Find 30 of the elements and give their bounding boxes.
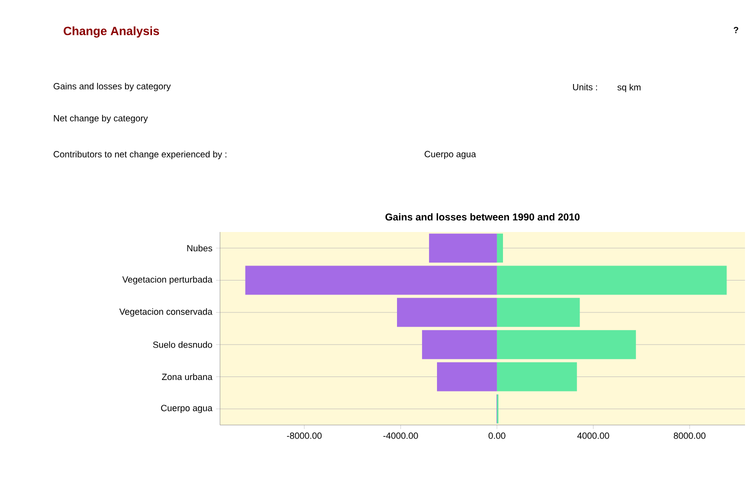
x-tick-label: 8000.00 <box>674 432 706 439</box>
text: Gains and losses by category <box>54 82 171 92</box>
y-tick-label: Cuerpo agua <box>161 404 212 413</box>
chart-title: Gains and losses between 1990 and 2010 <box>385 213 580 221</box>
text: Change Analysis <box>64 26 160 38</box>
x-tick-label: -8000.00 <box>287 432 322 439</box>
x-tick-label: 4000.00 <box>577 432 610 439</box>
y-tick-label: Zona urbana <box>162 373 212 380</box>
y-tick-label: Suelo desnudo <box>153 341 212 348</box>
text: ? <box>734 26 738 34</box>
bar <box>436 362 497 392</box>
bar <box>397 298 497 327</box>
bar <box>422 330 497 360</box>
bar <box>496 266 727 295</box>
text: Units : <box>573 84 597 90</box>
bar <box>496 298 580 327</box>
text: Net change by category <box>54 114 148 124</box>
y-tick-label: Vegetacion conservada <box>119 308 212 317</box>
y-tick-label: Vegetacion perturbada <box>122 276 212 284</box>
text: sq km <box>617 84 641 92</box>
y-tick-label: Nubes <box>187 244 212 252</box>
text: Cuerpo agua <box>424 150 476 160</box>
bar <box>496 234 503 263</box>
bar <box>496 330 636 360</box>
x-tick-label: 0.00 <box>488 432 506 439</box>
text: Contributors to net change experienced by : <box>54 150 226 160</box>
x-tick-label: -4000.00 <box>383 432 418 439</box>
bar <box>496 362 577 392</box>
bar <box>245 266 497 295</box>
bar <box>429 234 497 263</box>
